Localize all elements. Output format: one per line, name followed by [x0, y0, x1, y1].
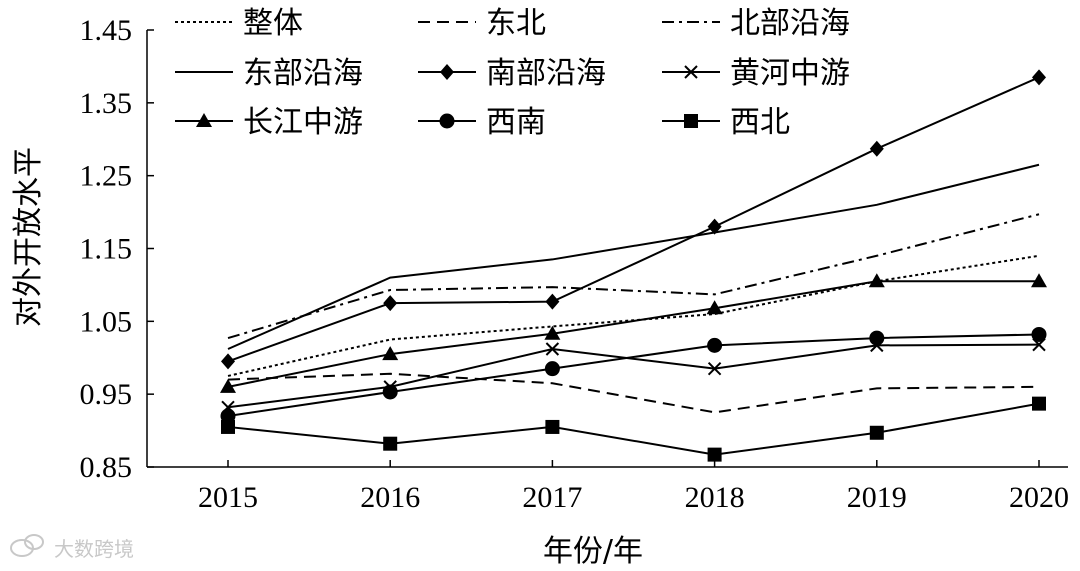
data-point [544, 325, 561, 340]
data-point [869, 425, 884, 440]
data-point [706, 300, 723, 315]
legend-item: 南部沿海 [418, 56, 606, 91]
data-point [383, 295, 398, 312]
data-point [869, 330, 885, 346]
series-line [227, 402, 1040, 456]
data-point [544, 361, 560, 377]
legend-item: 东北 [418, 6, 546, 41]
x-tick-label: 2018 [685, 481, 745, 514]
y-tick-label: 0.85 [80, 451, 133, 484]
legend-label: 东部沿海 [243, 56, 363, 91]
legend-label: 北部沿海 [730, 6, 850, 41]
legend-item: 西北 [662, 105, 790, 140]
series-4 [221, 69, 1046, 370]
y-tick-label: 1.25 [80, 160, 133, 193]
data-point [383, 436, 398, 451]
data-point [707, 337, 723, 353]
series-line [227, 372, 1040, 414]
series-line [227, 163, 1040, 350]
legend-label: 南部沿海 [486, 56, 606, 91]
data-point [707, 361, 722, 376]
series-1 [227, 372, 1040, 414]
data-point [868, 273, 885, 288]
legend-item: 长江中游 [175, 105, 363, 140]
series-8 [221, 396, 1046, 462]
chat-bubble-icon [10, 534, 44, 557]
legend-label: 整体 [243, 6, 303, 41]
watermark-text: 大数跨境 [54, 537, 134, 561]
data-point [707, 447, 722, 462]
legend-label: 黄河中游 [730, 56, 850, 91]
data-point [382, 346, 399, 361]
data-point [221, 419, 235, 434]
series-line [227, 343, 1040, 409]
legend-item: 整体 [175, 6, 303, 41]
series-line [227, 333, 1040, 418]
data-point [707, 218, 722, 235]
y-tick-label: 1.15 [80, 233, 133, 266]
x-tick-label: 2015 [198, 481, 258, 514]
data-point [1031, 273, 1047, 288]
data-point [382, 384, 398, 400]
y-tick-label: 1.05 [80, 305, 133, 338]
legend-marker [440, 64, 454, 80]
x-axis-title: 年份/年 [543, 534, 643, 569]
series-3 [227, 163, 1040, 350]
series-7 [220, 326, 1047, 424]
legend-label: 长江中游 [243, 105, 363, 140]
legend-marker [196, 113, 212, 127]
legend-item: 西南 [418, 105, 546, 140]
series-line [227, 76, 1040, 363]
legend-marker [684, 65, 698, 79]
x-tick-label: 2017 [522, 481, 582, 514]
y-tick-label: 1.35 [80, 87, 133, 120]
tick-labels: 0.85 0.95 1.05 1.15 1.25 1.35 1.45 2015 2016 2017… [80, 14, 1070, 514]
data-point [545, 419, 560, 434]
data-point [220, 378, 236, 393]
data-point [221, 353, 235, 370]
x-tick-label: 2019 [847, 481, 907, 514]
watermark: 大数跨境 [10, 534, 134, 561]
legend-label: 西北 [730, 105, 790, 140]
x-tick-label: 2020 [1009, 481, 1069, 514]
series-group [220, 69, 1047, 462]
data-point [545, 293, 560, 310]
legend-label: 东北 [486, 6, 546, 41]
y-axis-title: 对外开放水平 [11, 147, 46, 327]
y-tick-label: 1.45 [80, 14, 133, 47]
data-point [545, 342, 560, 356]
legend-item: 北部沿海 [662, 6, 850, 41]
legend-item: 黄河中游 [662, 56, 850, 91]
legend-item: 东部沿海 [175, 56, 363, 91]
data-point [1031, 326, 1047, 342]
legend-label: 西南 [486, 105, 546, 140]
series-line [227, 280, 1039, 388]
data-point [1032, 396, 1046, 411]
legend-marker [684, 114, 698, 128]
data-point [1032, 69, 1046, 86]
y-tick-label: 0.95 [80, 378, 133, 411]
axes [146, 29, 1068, 468]
series-6 [220, 273, 1047, 393]
x-tick-label: 2016 [360, 481, 420, 514]
data-point [220, 408, 236, 424]
data-point [869, 140, 884, 157]
legend-marker [439, 113, 455, 129]
